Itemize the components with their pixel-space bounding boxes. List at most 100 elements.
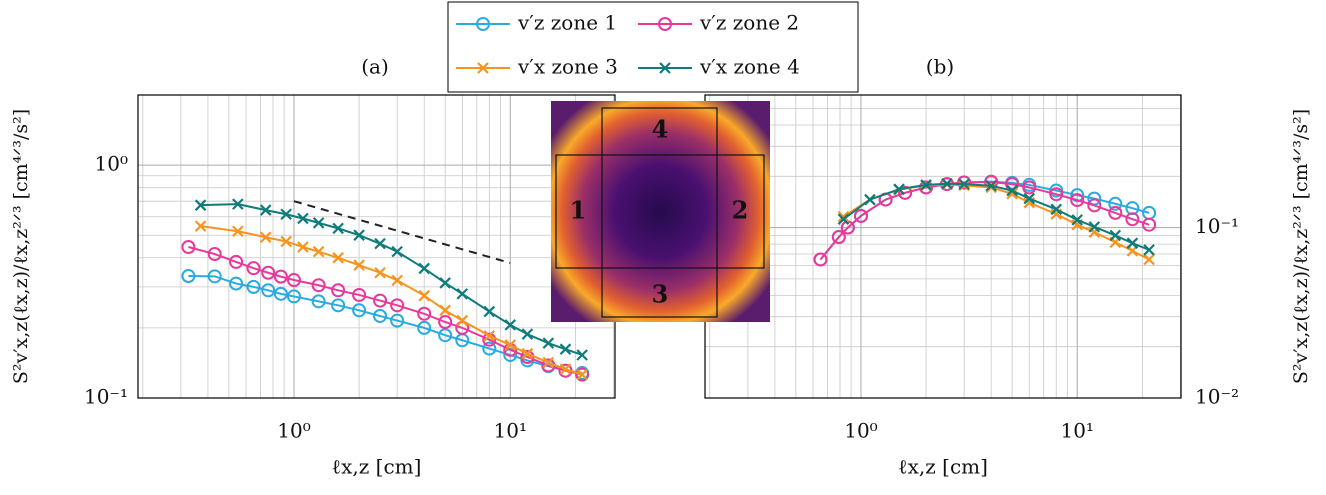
marker <box>181 240 196 255</box>
zone-border <box>555 154 765 269</box>
marker <box>232 225 244 238</box>
marker <box>813 252 828 267</box>
x-tick-label: 10¹ <box>494 419 527 443</box>
marker <box>542 337 555 349</box>
legend-label: v′x zone 3 <box>517 55 618 79</box>
marker <box>504 339 517 351</box>
series-line <box>819 181 1150 261</box>
marker <box>312 245 325 258</box>
marker <box>273 269 288 284</box>
marker <box>837 213 850 225</box>
x-tick-label: 10¹ <box>1060 419 1093 443</box>
marker <box>280 208 292 221</box>
marker <box>439 277 451 289</box>
marker <box>246 261 261 276</box>
marker <box>542 356 555 369</box>
marker <box>521 328 534 340</box>
marker <box>418 289 430 302</box>
marker <box>438 314 453 329</box>
reference-line <box>293 200 511 264</box>
marker <box>985 181 997 194</box>
marker <box>985 179 997 192</box>
marker <box>1050 203 1063 216</box>
marker <box>958 178 970 190</box>
legend-label: v′z zone 1 <box>517 11 617 35</box>
panel-label: (a) <box>361 55 389 79</box>
zone-label: 3 <box>652 280 669 309</box>
marker <box>1125 212 1140 227</box>
marker <box>280 235 292 248</box>
marker <box>353 229 365 241</box>
marker <box>259 231 272 244</box>
marker <box>373 293 388 308</box>
marker <box>576 368 588 381</box>
marker <box>837 210 850 223</box>
marker <box>332 252 344 264</box>
marker <box>941 177 953 190</box>
marker <box>261 283 276 298</box>
y-tick-label: 10⁻² <box>1195 385 1239 409</box>
marker <box>1143 253 1155 266</box>
inset-image <box>551 101 770 322</box>
marker <box>311 278 326 293</box>
marker <box>229 276 244 291</box>
marker <box>246 279 261 294</box>
marker <box>482 341 497 356</box>
zone-label: 1 <box>570 196 587 225</box>
marker <box>311 294 326 309</box>
marker <box>391 245 403 258</box>
marker <box>559 363 572 375</box>
marker <box>1142 217 1157 232</box>
legend-label: v′x zone 4 <box>699 55 800 79</box>
marker <box>194 220 207 232</box>
inset: 1 2 3 4 <box>551 101 770 322</box>
marker <box>273 286 288 301</box>
marker <box>391 274 403 287</box>
panel-label: (b) <box>926 55 954 79</box>
y-tick-label: 10⁰ <box>95 152 128 176</box>
marker <box>456 288 469 300</box>
marker <box>297 241 309 253</box>
y-tick-label: 10⁻¹ <box>1195 214 1239 238</box>
marker <box>1143 244 1155 256</box>
marker <box>1109 229 1122 242</box>
marker <box>1049 187 1064 202</box>
marker <box>1108 205 1123 220</box>
marker <box>1087 198 1102 213</box>
marker <box>957 175 972 190</box>
marker <box>831 230 846 245</box>
marker <box>312 217 325 229</box>
marker <box>259 204 272 216</box>
marker <box>181 269 196 284</box>
zone-border <box>601 107 718 318</box>
marker <box>1071 214 1083 226</box>
legend-box <box>447 1 859 93</box>
zone-label: 4 <box>652 115 669 144</box>
marker <box>207 247 222 262</box>
marker <box>576 349 588 361</box>
marker <box>286 289 301 304</box>
marker <box>1088 221 1101 233</box>
marker <box>893 183 905 195</box>
x-axis-label: ℓx,z [cm] <box>898 455 988 479</box>
x-tick-label: 10⁰ <box>844 419 877 443</box>
marker <box>207 269 222 284</box>
marker <box>898 185 913 200</box>
marker <box>194 199 207 211</box>
marker <box>390 298 405 313</box>
marker <box>374 266 386 279</box>
marker <box>1022 180 1037 195</box>
marker <box>477 62 489 74</box>
marker <box>232 198 244 210</box>
marker <box>521 347 534 360</box>
marker <box>417 306 432 321</box>
x-tick-label: 10⁰ <box>277 419 310 443</box>
marker <box>1006 184 1018 197</box>
marker <box>1070 188 1085 203</box>
marker <box>439 304 451 317</box>
marker <box>559 343 572 355</box>
marker <box>1126 237 1139 249</box>
marker <box>920 179 932 191</box>
marker <box>331 283 346 298</box>
